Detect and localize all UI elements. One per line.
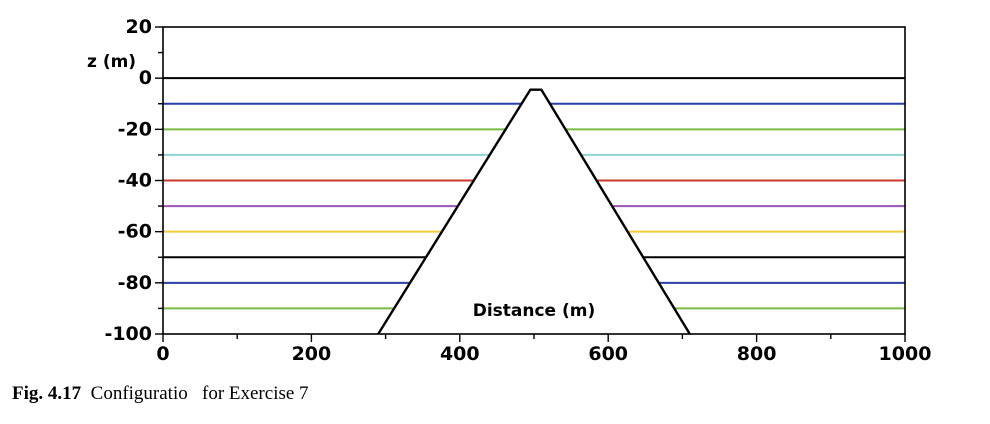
x-tick-label: 0 — [156, 343, 169, 365]
tick-labels: 200-20-40-60-80-1000 200 400 600 800 1000 — [104, 16, 931, 365]
axis-ticks — [155, 26, 906, 342]
hill-outline — [377, 88, 691, 335]
y-tick-label: 0 — [139, 67, 152, 89]
x-tick-label: 400 — [440, 343, 480, 365]
y-tick-label: -20 — [118, 118, 152, 140]
hill — [377, 88, 691, 335]
x-tick-label: 600 — [588, 343, 628, 365]
x-tick-label: 800 — [737, 343, 777, 365]
y-tick-label: 20 — [126, 16, 152, 38]
y-tick-label: -100 — [104, 323, 152, 345]
x-axis-label: Distance (m) — [473, 301, 596, 321]
chart: 200-20-40-60-80-1000 200 400 600 800 1000 z (… — [87, 16, 931, 365]
figure-caption: Fig. 4.17 Configuratio for Exercise 7 — [12, 383, 309, 405]
y-tick-label: -80 — [118, 272, 152, 294]
y-tick-label: -40 — [118, 170, 152, 192]
y-axis-label: z (m) — [87, 52, 136, 72]
y-tick-label: -60 — [118, 221, 152, 243]
figure-caption-text: Configuratio for Exercise 7 — [81, 383, 309, 404]
hill-fill — [378, 89, 690, 334]
figure-number: Fig. 4.17 — [12, 383, 82, 404]
x-tick-label: 1000 — [879, 343, 932, 365]
x-tick-label: 200 — [292, 343, 332, 365]
